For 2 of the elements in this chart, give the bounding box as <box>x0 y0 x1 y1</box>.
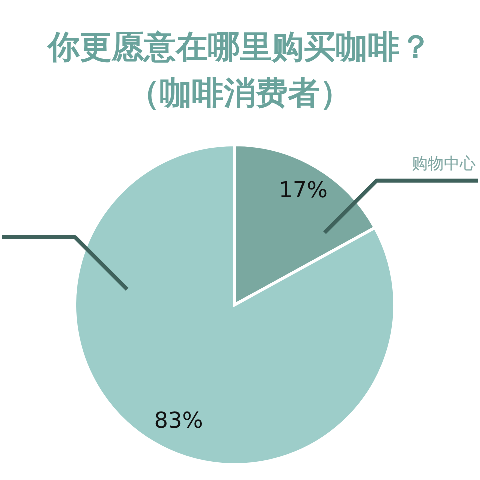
title: 你更愿意在哪里购买咖啡？ <box>48 28 432 66</box>
subtitle: （咖啡消费者） <box>128 74 352 112</box>
